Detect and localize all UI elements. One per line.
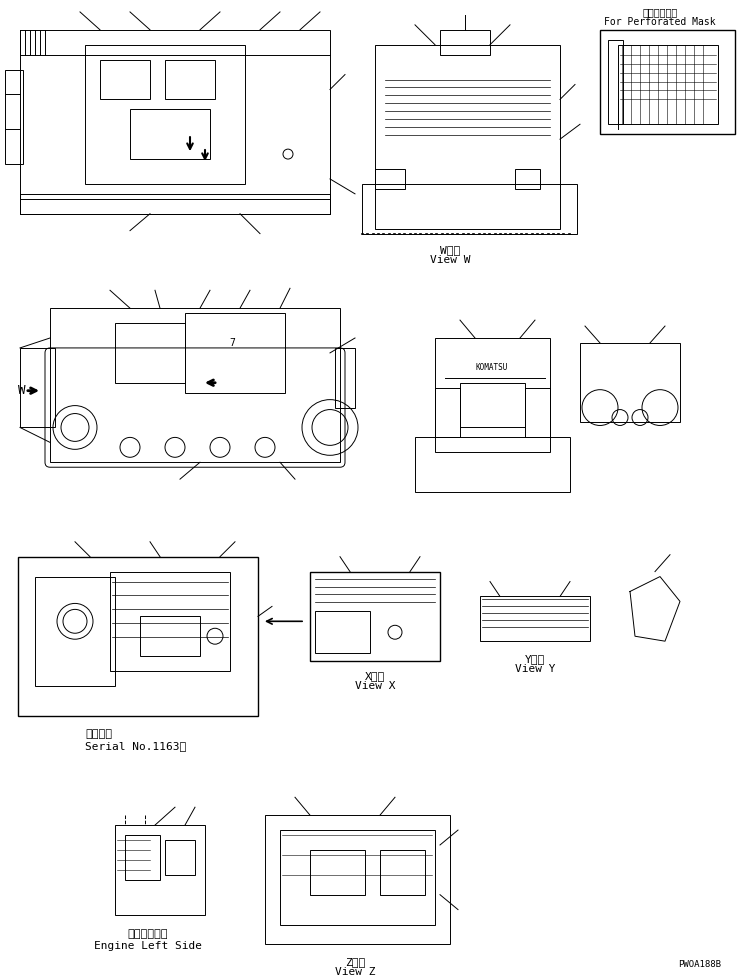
Text: X　視: X 視: [365, 671, 385, 681]
Bar: [165, 840, 195, 874]
Bar: [618, 45, 718, 124]
Bar: [5, 69, 23, 164]
Bar: [115, 826, 205, 914]
Bar: [315, 612, 370, 653]
Bar: [100, 60, 150, 100]
Bar: [580, 343, 680, 422]
Bar: [50, 308, 340, 462]
Text: 丸穴マスク用: 丸穴マスク用: [643, 7, 678, 17]
Text: View Y: View Y: [515, 664, 555, 674]
Text: Serial No.1163～: Serial No.1163～: [85, 741, 186, 750]
Bar: [130, 109, 210, 159]
Bar: [435, 338, 550, 452]
Text: KOMATSU: KOMATSU: [476, 363, 508, 372]
Bar: [115, 323, 185, 383]
Bar: [600, 30, 735, 134]
Bar: [460, 383, 525, 428]
Text: 7: 7: [229, 338, 235, 348]
Bar: [310, 572, 440, 661]
Text: Z　視: Z 視: [345, 957, 365, 967]
Bar: [310, 850, 365, 895]
Bar: [280, 830, 435, 924]
Text: PWOA188B: PWOA188B: [678, 959, 721, 969]
Bar: [265, 815, 450, 945]
Bar: [515, 169, 540, 189]
Bar: [380, 850, 425, 895]
Text: For Perforated Mask: For Perforated Mask: [604, 17, 716, 27]
Bar: [85, 45, 245, 184]
Bar: [110, 572, 230, 671]
Bar: [18, 557, 258, 716]
Bar: [362, 184, 577, 234]
Bar: [608, 40, 623, 124]
Text: View W: View W: [429, 255, 470, 266]
Bar: [335, 348, 355, 407]
Bar: [440, 30, 490, 55]
Bar: [480, 596, 590, 641]
Text: View X: View X: [354, 681, 395, 691]
Bar: [375, 45, 560, 229]
Bar: [525, 388, 550, 438]
Bar: [435, 388, 460, 438]
Bar: [415, 438, 570, 492]
Bar: [140, 616, 200, 657]
Text: エンジン左側: エンジン左側: [128, 929, 168, 940]
Bar: [35, 576, 115, 686]
Text: 適用号機: 適用号機: [85, 729, 112, 739]
Bar: [375, 169, 405, 189]
Bar: [185, 314, 285, 393]
Text: Y　視: Y 視: [525, 654, 545, 664]
Text: Engine Left Side: Engine Left Side: [94, 942, 202, 952]
Text: W: W: [19, 384, 26, 398]
Text: W　視: W 視: [440, 245, 460, 256]
Bar: [20, 30, 330, 214]
Bar: [20, 193, 330, 214]
Bar: [125, 835, 160, 879]
Bar: [165, 60, 215, 100]
Bar: [20, 348, 55, 428]
Text: View Z: View Z: [335, 967, 375, 977]
